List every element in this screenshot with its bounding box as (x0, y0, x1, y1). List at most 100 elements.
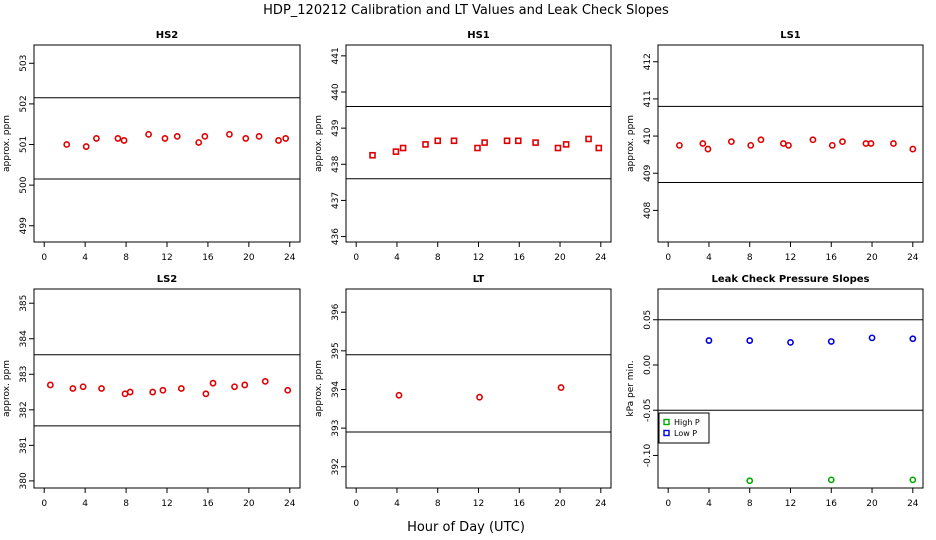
y-tick-label: 392 (331, 458, 341, 475)
panel-title: Leak Check Pressure Slopes (712, 274, 870, 285)
x-tick-label: 12 (785, 253, 796, 263)
y-tick-label: 0.05 (643, 310, 653, 330)
data-point (532, 139, 539, 146)
data-point (554, 144, 562, 152)
data-point (476, 393, 483, 401)
panel-title: LS1 (780, 30, 801, 41)
panel-title: HS1 (467, 30, 490, 41)
data-point (422, 141, 429, 148)
x-tick-label: 16 (202, 499, 214, 509)
data-point (202, 390, 210, 398)
y-tick-label: 499 (19, 217, 29, 234)
x-tick-label: 4 (82, 253, 88, 263)
x-tick-label: 20 (243, 253, 255, 263)
x-tick-label: 4 (394, 253, 400, 263)
x-tick-label: 20 (554, 253, 566, 263)
chart-panels: HS2 approx. ppm 0 4 8 12 16 20 24 499 500 501 502 503… (2, 30, 924, 509)
data-point (909, 145, 917, 153)
y-tick-label: 436 (331, 228, 341, 245)
y-tick-label: 441 (331, 47, 341, 64)
data-point (828, 141, 836, 149)
y-tick-label: 383 (19, 366, 29, 383)
data-point (395, 391, 403, 399)
y-tick-label: -0.10 (643, 444, 653, 468)
x-tick-label: 12 (161, 253, 172, 263)
data-point (867, 140, 875, 147)
figure-xlabel: Hour of Day (UTC) (407, 520, 525, 535)
y-tick-label: 438 (331, 155, 341, 172)
y-axis-label: approx. ppm (314, 360, 324, 417)
data-point (746, 337, 754, 344)
data-point (69, 385, 77, 392)
data-point (890, 140, 897, 147)
data-point (705, 337, 713, 344)
data-point (909, 476, 917, 484)
x-tick-label: 20 (866, 253, 878, 263)
y-tick-label: 503 (19, 55, 29, 72)
y-tick-label: 437 (331, 192, 341, 209)
y-tick-label: 409 (643, 164, 653, 181)
y-axis-label: approx. ppm (314, 115, 324, 172)
figure-title: HDP_120212 Calibration and LT Values and… (263, 3, 669, 18)
y-tick-label: 500 (19, 176, 29, 193)
plot-frame (33, 44, 301, 243)
plot-frame (33, 288, 301, 489)
x-tick-label: 24 (907, 253, 919, 263)
data-point (450, 137, 458, 145)
data-point (699, 140, 707, 147)
y-tick-label: 394 (331, 381, 341, 398)
data-point (557, 384, 565, 391)
x-tick-label: 20 (243, 499, 255, 509)
x-tick-label: 0 (353, 499, 359, 509)
data-point (159, 386, 167, 394)
x-tick-label: 12 (473, 253, 484, 263)
y-tick-label: 382 (19, 401, 29, 418)
data-point (757, 136, 765, 144)
y-tick-label: 410 (643, 127, 653, 144)
data-point (676, 141, 683, 149)
x-tick-label: 12 (161, 499, 172, 509)
x-tick-label: 0 (665, 253, 671, 263)
x-tick-label: 24 (284, 253, 296, 263)
panel-title: HS2 (156, 30, 179, 41)
y-tick-label: 384 (19, 330, 29, 347)
data-point (120, 137, 128, 144)
x-tick-label: 24 (907, 499, 919, 509)
data-point (201, 132, 209, 140)
y-tick-label: 439 (331, 119, 341, 136)
x-tick-label: 20 (554, 499, 566, 509)
chart-panel-4: LT approx. ppm 0 4 8 12 16 20 24 392 393 394 395 396 (314, 274, 612, 509)
data-point (82, 143, 90, 150)
data-point (261, 377, 269, 385)
x-tick-label: 4 (706, 253, 712, 263)
plot-frame (657, 288, 924, 489)
y-tick-label: 385 (19, 295, 29, 312)
x-tick-label: 4 (394, 499, 400, 509)
x-tick-label: 24 (595, 499, 607, 509)
y-tick-label: 502 (19, 95, 29, 112)
data-point (434, 137, 442, 145)
y-tick-label: 411 (643, 90, 653, 107)
plot-frame (345, 44, 612, 243)
y-axis-label: approx. ppm (2, 360, 12, 417)
data-point (173, 132, 181, 140)
data-point (562, 141, 570, 148)
data-point (226, 130, 233, 138)
chart-panel-1: HS1 approx. ppm 0 4 8 12 16 20 24 436 437 438 439 440… (314, 30, 612, 263)
x-tick-label: 16 (514, 499, 526, 509)
data-point (284, 386, 292, 394)
x-tick-label: 8 (747, 499, 753, 509)
data-point (98, 385, 105, 392)
data-point (63, 141, 71, 148)
data-point (827, 476, 835, 484)
y-tick-label: 393 (331, 420, 341, 437)
data-point (827, 338, 835, 345)
data-point (839, 138, 846, 146)
data-point (145, 130, 152, 138)
data-point (126, 388, 134, 396)
x-tick-label: 4 (82, 499, 88, 509)
y-tick-label: 395 (331, 342, 341, 359)
chart-panel-2: LS1 approx. ppm 0 4 8 12 16 20 24 408 409 410 411 412 (626, 30, 924, 263)
y-tick-label: -0.05 (643, 399, 653, 422)
